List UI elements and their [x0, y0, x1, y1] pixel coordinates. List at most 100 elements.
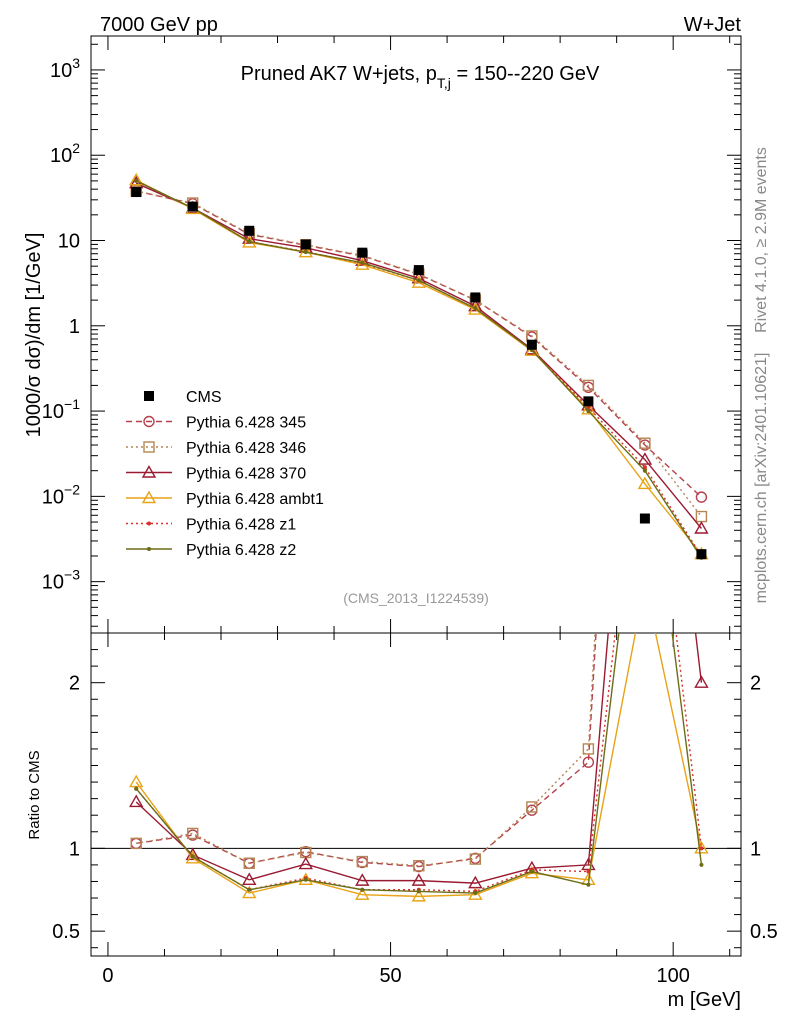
cms-data-point	[639, 513, 650, 524]
y-tick-label: 102	[50, 140, 80, 167]
x-axis: 0 50 100	[102, 36, 731, 987]
series-point	[413, 860, 425, 872]
legend-entry: Pythia 6.428 z2	[126, 542, 296, 559]
ratio-series-5	[134, 633, 704, 896]
series-point	[582, 379, 595, 392]
legend-entry: Pythia 6.428 z1	[126, 517, 296, 534]
cms-data-point	[187, 201, 198, 212]
legend-label: Pythia 6.428 z2	[186, 542, 296, 559]
legend: CMS Pythia 6.428 345 Pythia 6.428 346 Pythi…	[126, 389, 324, 559]
ratio-series-group	[129, 633, 709, 902]
cms-data-point	[470, 292, 481, 303]
series-point	[642, 468, 647, 473]
series-point	[637, 452, 653, 465]
y-tick-label: 103	[50, 55, 80, 82]
series-point	[582, 756, 595, 768]
series-point	[190, 854, 195, 859]
ratio-line	[135, 633, 703, 884]
legend-label: Pythia 6.428 ambt1	[186, 491, 324, 508]
series-point	[473, 306, 478, 311]
series-point	[642, 465, 647, 470]
series-point	[586, 405, 591, 410]
series-point	[303, 877, 308, 882]
cms-data-point	[131, 187, 142, 198]
series-point	[524, 343, 540, 356]
series-point	[695, 510, 708, 523]
legend-label: Pythia 6.428 370	[186, 466, 306, 483]
ratio-tick-label-right: 0.5	[750, 921, 778, 943]
series-point	[242, 885, 257, 899]
series-point	[187, 827, 199, 840]
legend-label: CMS	[186, 389, 222, 406]
y-tick-label: 10−1	[42, 396, 80, 423]
series-point	[129, 794, 144, 808]
series-point	[134, 786, 139, 791]
series-point	[298, 872, 313, 886]
energy-label: 7000 GeV pp	[100, 14, 218, 36]
series-point	[141, 465, 157, 478]
series-line	[135, 182, 702, 529]
series-point	[582, 743, 595, 755]
series-point	[134, 178, 139, 183]
cms-data-point	[696, 549, 707, 560]
ratio-tick-label-right: 2	[750, 673, 761, 695]
legend-label: Pythia 6.428 z1	[186, 517, 296, 534]
series-point	[129, 172, 144, 186]
y-tick-label: 1	[69, 316, 80, 338]
ratio-series-1	[130, 633, 596, 872]
series-point	[130, 837, 142, 850]
process-label: W+Jet	[684, 14, 742, 36]
series-point	[699, 846, 704, 851]
y-axis-label: 1000/σ dσ)/dm [1/GeV]	[23, 233, 45, 438]
ratio-tick-label: 1	[69, 838, 80, 860]
series-point	[247, 239, 252, 244]
series-point	[243, 857, 255, 869]
series-point	[468, 298, 483, 312]
series-point	[416, 278, 421, 283]
cms-data-point	[583, 396, 594, 407]
cms-data-point	[357, 247, 368, 258]
legend-label: Pythia 6.428 346	[186, 440, 306, 457]
series-point	[247, 887, 252, 892]
main-series-group	[129, 172, 709, 560]
series-point	[360, 260, 365, 265]
series-point	[699, 862, 704, 867]
series-point	[147, 547, 151, 551]
cms-data-point	[413, 265, 424, 276]
series-point	[360, 887, 365, 892]
ratio-series-3	[129, 633, 709, 902]
plot-title: Pruned AK7 W+jets, pT,j = 150--220 GeV	[241, 63, 600, 91]
series-point	[356, 855, 369, 868]
ratio-plot-area	[90, 632, 742, 957]
series-point	[303, 250, 308, 255]
series-point	[129, 774, 144, 788]
legend-entry: Pythia 6.428 346	[126, 440, 306, 457]
x-tick-label: 50	[379, 965, 401, 987]
series-point	[468, 302, 483, 315]
ratio-tick-label: 0.5	[52, 921, 80, 943]
mcplots-credit-label: mcplots.cern.ch [arXiv:2401.10621]	[753, 353, 770, 604]
legend-marker	[144, 391, 154, 401]
series-point	[298, 856, 313, 870]
series-point	[529, 869, 534, 874]
series-point	[185, 850, 200, 864]
series-point	[526, 801, 538, 813]
series-point	[411, 873, 427, 886]
cms-data-point	[526, 339, 537, 350]
series-point	[694, 675, 709, 688]
x-axis-label: m [GeV]	[668, 989, 741, 1011]
series-point	[637, 476, 653, 490]
cms-data-points	[131, 187, 707, 560]
legend-entry: Pythia 6.428 345	[126, 415, 306, 432]
x-tick-label: 100	[656, 965, 689, 987]
series-point	[694, 840, 709, 854]
legend-label: Pythia 6.428 345	[186, 415, 306, 432]
analysis-id-label: (CMS_2013_I1224539)	[343, 590, 489, 606]
series-point	[586, 882, 591, 887]
ratio-y-axis: 2 2 1 1 0.5 0.5	[52, 632, 778, 949]
ratio-tick-label: 2	[69, 673, 80, 695]
series-point	[416, 889, 421, 894]
rivet-version-label: Rivet 4.1.0, ≥ 2.9M events	[753, 147, 770, 333]
